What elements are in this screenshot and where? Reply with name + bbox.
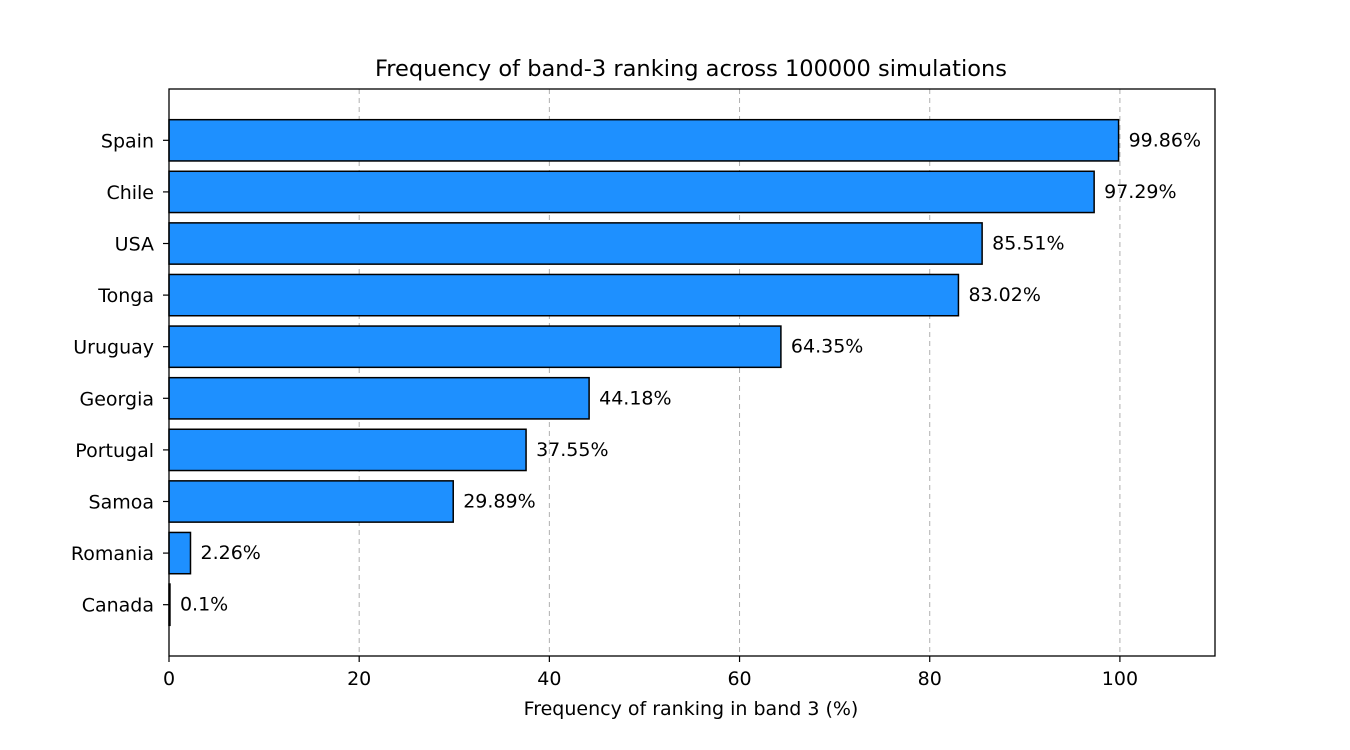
y-tick-label-romania: Romania [71,543,154,565]
bar-georgia [168,376,590,420]
value-label-chile: 97.29% [1104,181,1176,203]
y-tick-label-georgia: Georgia [80,388,155,410]
bar-romania [168,531,192,575]
value-label-romania: 2.26% [200,542,260,564]
x-axis-ticks: 0 20 40 60 80 100 [163,656,1138,690]
bar-usa [168,222,983,265]
y-tick-label-canada: Canada [82,595,154,617]
x-tick-label: 0 [163,668,175,690]
y-tick-label-samoa: Samoa [89,491,154,513]
bar-chile [168,170,1095,214]
x-tick-label: 100 [1102,668,1138,690]
plot-frame [168,88,1216,657]
y-tick-label-chile: Chile [106,182,154,204]
y-axis-ticks: Spain Chile USA Tonga Uruguay Georgia Portugal… [71,130,169,617]
value-label-tonga: 83.02% [968,284,1040,306]
x-tick-label: 60 [727,668,751,690]
x-tick-label: 40 [537,668,561,690]
value-label-georgia: 44.18% [599,387,671,409]
value-label-canada: 0.1% [180,594,228,616]
bar-tonga [168,273,960,317]
x-axis-title: Frequency of ranking in band 3 (%) [524,698,859,720]
y-tick-label-spain: Spain [101,130,154,152]
data-labels: 99.86% 97.29% 85.51% 83.02% 64.35% 44.18% 37.5… [180,129,1201,615]
bar-spain [168,118,1120,162]
bar-portugal [168,428,527,472]
y-tick-label-usa: USA [115,234,154,256]
value-label-usa: 85.51% [992,233,1064,255]
bar-samoa [168,480,454,523]
x-tick-label: 80 [918,668,942,690]
x-tick-label: 20 [347,668,371,690]
bar-uruguay [168,325,782,369]
value-label-spain: 99.86% [1129,129,1201,151]
value-label-samoa: 29.89% [463,490,535,512]
value-label-uruguay: 64.35% [791,336,863,358]
value-label-portugal: 37.55% [536,439,608,461]
chart-title: Frequency of band-3 ranking across 10000… [375,56,1007,82]
y-tick-label-portugal: Portugal [75,440,154,462]
y-tick-label-uruguay: Uruguay [73,337,154,359]
y-tick-label-tonga: Tonga [97,285,154,307]
